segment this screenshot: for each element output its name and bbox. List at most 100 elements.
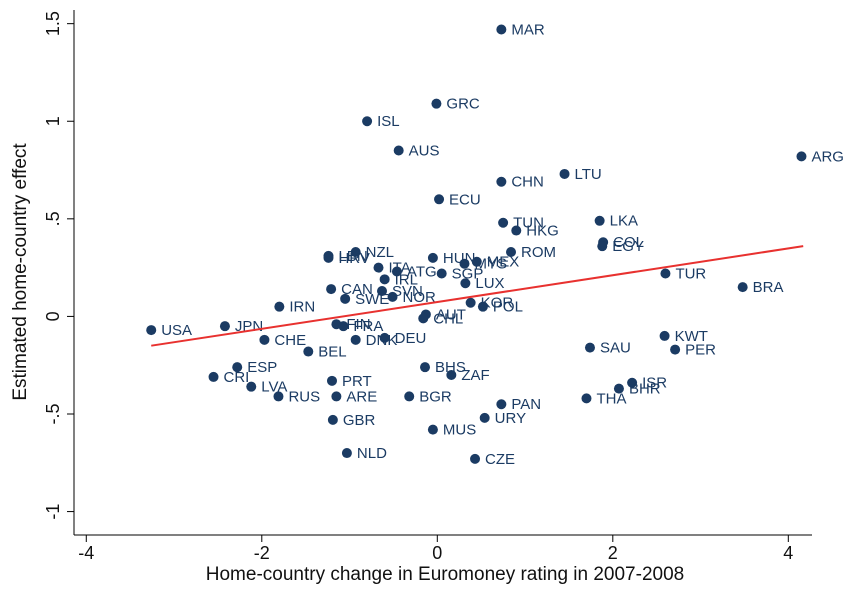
point-label: ROM: [521, 244, 556, 261]
point: [246, 381, 257, 392]
point: [660, 268, 671, 279]
point-label: SGP: [452, 265, 484, 282]
point: [584, 342, 595, 353]
x-axis-label: Home-country change in Euromoney rating …: [206, 564, 684, 585]
point: [350, 334, 361, 345]
point: [479, 412, 490, 423]
point-label: BHS: [435, 359, 466, 376]
point: [496, 24, 507, 35]
point: [418, 313, 429, 324]
point: [471, 256, 482, 267]
point: [597, 241, 608, 252]
point: [373, 262, 384, 273]
point: [327, 414, 338, 425]
point-label: KWT: [675, 328, 708, 345]
point: [431, 98, 442, 109]
point-label: EGY: [612, 238, 644, 255]
point: [274, 301, 285, 312]
point: [436, 268, 447, 279]
point: [498, 217, 509, 228]
point-label: TUR: [675, 265, 706, 282]
point: [506, 247, 517, 258]
point: [427, 424, 438, 435]
point: [559, 168, 570, 179]
point: [208, 371, 219, 382]
point-label: ESP: [247, 359, 277, 376]
point-label: LUX: [475, 275, 504, 292]
point: [219, 321, 230, 332]
point-label: ISR: [642, 375, 667, 392]
point-label: IRN: [289, 299, 315, 316]
point: [434, 194, 445, 205]
point-label: MAR: [511, 21, 545, 38]
point: [379, 274, 390, 285]
point: [737, 282, 748, 293]
point-label: ATG: [407, 263, 437, 280]
point-label: AUT: [436, 306, 466, 323]
point: [446, 369, 457, 380]
point: [340, 293, 351, 304]
point: [796, 151, 807, 162]
point-label: ISL: [377, 113, 400, 130]
point-label: SVN: [392, 283, 423, 300]
point: [511, 225, 522, 236]
point: [338, 321, 349, 332]
point: [146, 325, 157, 336]
point-label: FRA: [353, 318, 383, 335]
point-label: CHE: [274, 332, 306, 349]
point-label: LVA: [261, 379, 287, 396]
point: [326, 375, 337, 386]
point-label: HKG: [526, 223, 559, 240]
point-label: ZAF: [461, 367, 489, 384]
point-label: RUS: [288, 388, 320, 405]
point-label: DEU: [395, 330, 427, 347]
point-label: ARG: [811, 148, 844, 165]
point: [427, 252, 438, 263]
point: [594, 215, 605, 226]
point-label: BHR: [629, 381, 661, 398]
point-label: THA: [596, 390, 626, 407]
point-label: AUS: [409, 142, 440, 159]
point-label: BEL: [318, 344, 346, 361]
point-label: SWE: [355, 291, 389, 308]
point-label: COL: [613, 234, 644, 251]
fit-line: [151, 245, 804, 347]
point: [273, 391, 284, 402]
point-label: TUN: [513, 215, 544, 232]
point: [387, 291, 398, 302]
point-label: CRI: [224, 369, 250, 386]
point: [496, 399, 507, 410]
y-tick-label: -.5: [43, 403, 63, 424]
point: [362, 116, 373, 127]
point: [459, 258, 470, 269]
point-label: CHN: [511, 174, 544, 191]
point: [393, 145, 404, 156]
point: [477, 301, 488, 312]
point: [232, 362, 243, 373]
x-tick-label: -4: [78, 543, 94, 563]
point: [420, 362, 431, 373]
point-label: GRC: [446, 96, 480, 113]
y-tick-label: 0: [43, 311, 63, 321]
x-tick-label: 0: [432, 543, 442, 563]
point-label: PRT: [342, 373, 372, 390]
point: [670, 344, 681, 355]
point-label: CHL: [433, 310, 463, 327]
point: [259, 334, 270, 345]
point: [391, 266, 402, 277]
point: [465, 297, 476, 308]
point-label: POL: [493, 299, 523, 316]
point: [627, 377, 638, 388]
point-label: ARE: [346, 388, 377, 405]
point-label: CAN: [341, 281, 373, 298]
point-label: LTU: [575, 166, 602, 183]
point-label: NLD: [357, 445, 387, 462]
point: [331, 391, 342, 402]
point: [404, 391, 415, 402]
x-tick-label: -2: [254, 543, 270, 563]
point-label: MUS: [443, 422, 476, 439]
point-label: GBR: [343, 412, 376, 429]
point-label: PAN: [511, 396, 541, 413]
point-label: NZL: [366, 244, 394, 261]
